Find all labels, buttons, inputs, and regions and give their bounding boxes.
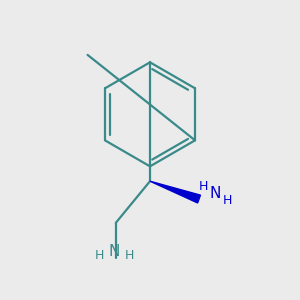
Text: H: H: [199, 180, 208, 193]
Text: N: N: [210, 186, 221, 201]
Text: H: H: [223, 194, 232, 207]
Text: H: H: [124, 249, 134, 262]
Text: H: H: [95, 249, 104, 262]
Text: N: N: [109, 244, 120, 259]
Polygon shape: [150, 181, 200, 203]
